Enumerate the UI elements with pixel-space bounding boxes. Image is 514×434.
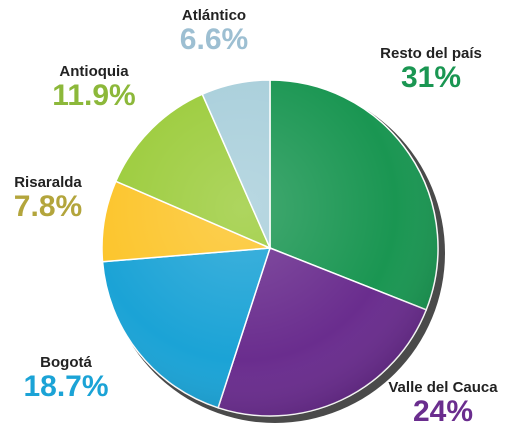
slice-label-resto-del-pais: Resto del país 31% [380,46,482,93]
slice-value: 11.9% [52,79,136,112]
slice-label-risaralda: Risaralda 7.8% [14,175,82,222]
slice-label-atlantico: Atlántico 6.6% [180,8,248,55]
slice-value: 24% [412,395,474,428]
slice-label-antioquia: Antioquia 11.9% [52,64,135,111]
slice-value: 31% [400,61,462,94]
slice-value: 6.6% [179,23,249,56]
slice-label-valle-del-cauca: Valle del Cauca 24% [388,380,497,427]
slice-name: Bogotá [40,354,92,371]
slice-name: Resto del país [380,45,482,62]
slice-name: Valle del Cauca [388,379,498,396]
slice-label-bogota: Bogotá 18.7% [23,355,108,402]
slice-value: 7.8% [13,190,83,223]
slice-name: Atlántico [181,7,247,24]
pie-highlight [102,80,438,416]
slice-name: Antioquia [59,63,129,80]
slice-name: Risaralda [14,174,82,191]
slice-value: 18.7% [23,370,109,403]
